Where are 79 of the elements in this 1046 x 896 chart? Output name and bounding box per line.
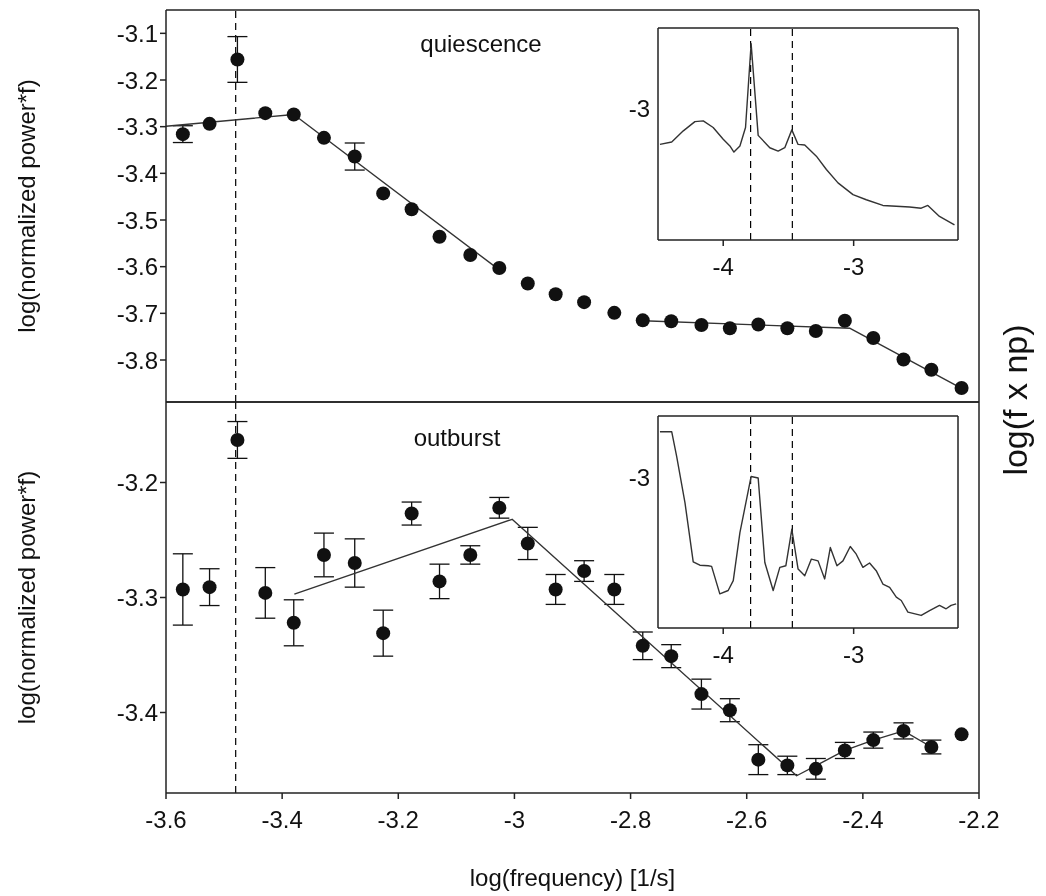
point: [607, 305, 622, 320]
point: [520, 536, 535, 551]
point: [347, 556, 362, 570]
x-tick-label: -2.2: [958, 806, 1000, 834]
point: [896, 723, 911, 738]
point: [492, 261, 507, 276]
y-tick-label: -3.3: [116, 584, 158, 612]
point: [404, 506, 419, 521]
point: [404, 202, 419, 217]
y-tick-label: -3.2: [116, 469, 158, 497]
point: [866, 733, 881, 748]
y-axis-title: log(normalized power*f): [12, 470, 40, 725]
y-tick-label: -3.1: [116, 19, 158, 47]
x-axis-title: log(frequency) [1/s]: [469, 864, 676, 891]
point: [286, 615, 301, 630]
point: [694, 318, 709, 332]
y-axis-title: log(f x np): [995, 324, 1035, 476]
point: [258, 106, 273, 121]
point: [896, 352, 911, 367]
x-tick-label: -2.4: [842, 806, 884, 834]
point: [347, 149, 362, 164]
x-tick-label: -3.6: [145, 806, 187, 834]
point: [432, 574, 447, 589]
point: [463, 248, 478, 262]
y-tick-label: -3.8: [116, 346, 158, 374]
point: [607, 582, 622, 597]
point: [432, 229, 447, 244]
y-axis-title: log(normalized power*f): [12, 79, 40, 333]
point: [548, 287, 563, 302]
point: [722, 703, 737, 718]
point: [694, 687, 709, 702]
y-tick-label: -3.2: [116, 66, 158, 94]
point: [808, 324, 823, 339]
annotation: -3: [627, 95, 650, 123]
point: [316, 547, 331, 562]
x-tick-label: -2.6: [726, 806, 768, 834]
point: [202, 580, 217, 595]
point: [230, 432, 245, 447]
point: [924, 740, 939, 754]
point: [577, 295, 592, 310]
x-tick-label: -3.4: [261, 806, 303, 834]
text: outburst: [413, 424, 501, 452]
point: [520, 276, 535, 291]
point: [202, 116, 217, 131]
x-tick-label: -3.2: [377, 806, 419, 834]
annotation: -3: [627, 464, 650, 492]
point: [175, 127, 190, 142]
point: [954, 727, 969, 742]
point: [664, 314, 679, 329]
x-tick-label: -2.8: [609, 806, 652, 834]
y-tick-label: -3.3: [116, 113, 158, 141]
point: [837, 743, 852, 758]
point: [316, 130, 331, 145]
y-tick-label: -3.7: [116, 299, 158, 327]
x-tick-label: -3: [503, 806, 526, 834]
point: [664, 649, 679, 664]
x-tick-label: -4: [712, 641, 734, 669]
point: [635, 638, 650, 653]
point: [837, 313, 852, 328]
point: [635, 313, 650, 328]
point: [548, 582, 563, 597]
point: [258, 585, 273, 600]
point: [722, 321, 737, 336]
point: [866, 331, 881, 346]
point: [751, 752, 766, 767]
point: [924, 362, 939, 377]
point: [175, 582, 190, 597]
point: [954, 381, 969, 395]
point: [780, 321, 795, 336]
y-tick-label: -3.4: [116, 159, 158, 187]
point: [376, 186, 391, 201]
text: quiescence: [420, 30, 542, 58]
point: [376, 626, 391, 641]
y-tick-label: -3.4: [116, 699, 158, 727]
y-tick-label: -3.5: [116, 206, 158, 234]
point: [286, 107, 301, 122]
point: [751, 317, 766, 332]
x-tick-label: -4: [712, 253, 734, 281]
point: [230, 52, 245, 67]
